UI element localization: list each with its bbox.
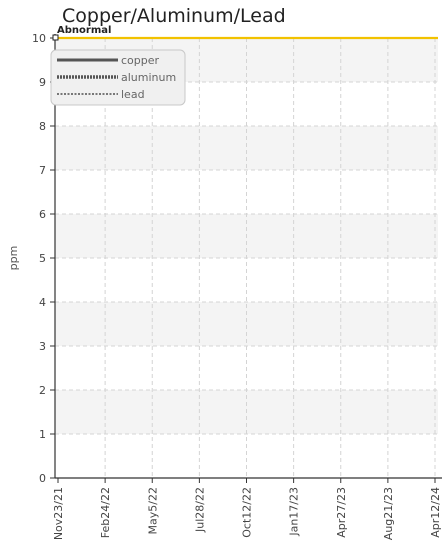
x-tick-label: Feb24/22 bbox=[99, 487, 112, 538]
y-tick-label: 4 bbox=[39, 296, 46, 309]
y-tick-label: 8 bbox=[39, 120, 46, 133]
x-tick-label: Oct12/22 bbox=[241, 487, 254, 538]
y-tick-label: 5 bbox=[39, 252, 46, 265]
x-tick-label: May5/22 bbox=[146, 487, 159, 534]
legend-label-lead: lead bbox=[121, 88, 145, 101]
y-tick-label: 1 bbox=[39, 428, 46, 441]
x-tick-label: Jan17/23 bbox=[288, 487, 301, 537]
x-tick-label: Apr12/24 bbox=[429, 487, 442, 538]
y-tick-label: 6 bbox=[39, 208, 46, 221]
x-tick-label: Jul28/22 bbox=[193, 487, 206, 533]
y-tick-label: 7 bbox=[39, 164, 46, 177]
y-axis-label: ppm bbox=[7, 246, 20, 271]
x-tick-label: Aug21/23 bbox=[382, 487, 395, 540]
y-tick-label: 9 bbox=[39, 76, 46, 89]
y-tick-label: 2 bbox=[39, 384, 46, 397]
legend: copper aluminum lead bbox=[51, 50, 185, 105]
legend-label-aluminum: aluminum bbox=[121, 71, 176, 84]
y-tick-label: 3 bbox=[39, 340, 46, 353]
y-tick-label: 10 bbox=[32, 32, 46, 45]
legend-label-copper: copper bbox=[121, 54, 160, 67]
chart-title: Copper/Aluminum/Lead bbox=[62, 5, 286, 27]
y-tick-label: 0 bbox=[39, 472, 46, 485]
x-tick-label: Apr27/23 bbox=[335, 487, 348, 538]
x-tick-label: Nov23/21 bbox=[52, 487, 65, 540]
